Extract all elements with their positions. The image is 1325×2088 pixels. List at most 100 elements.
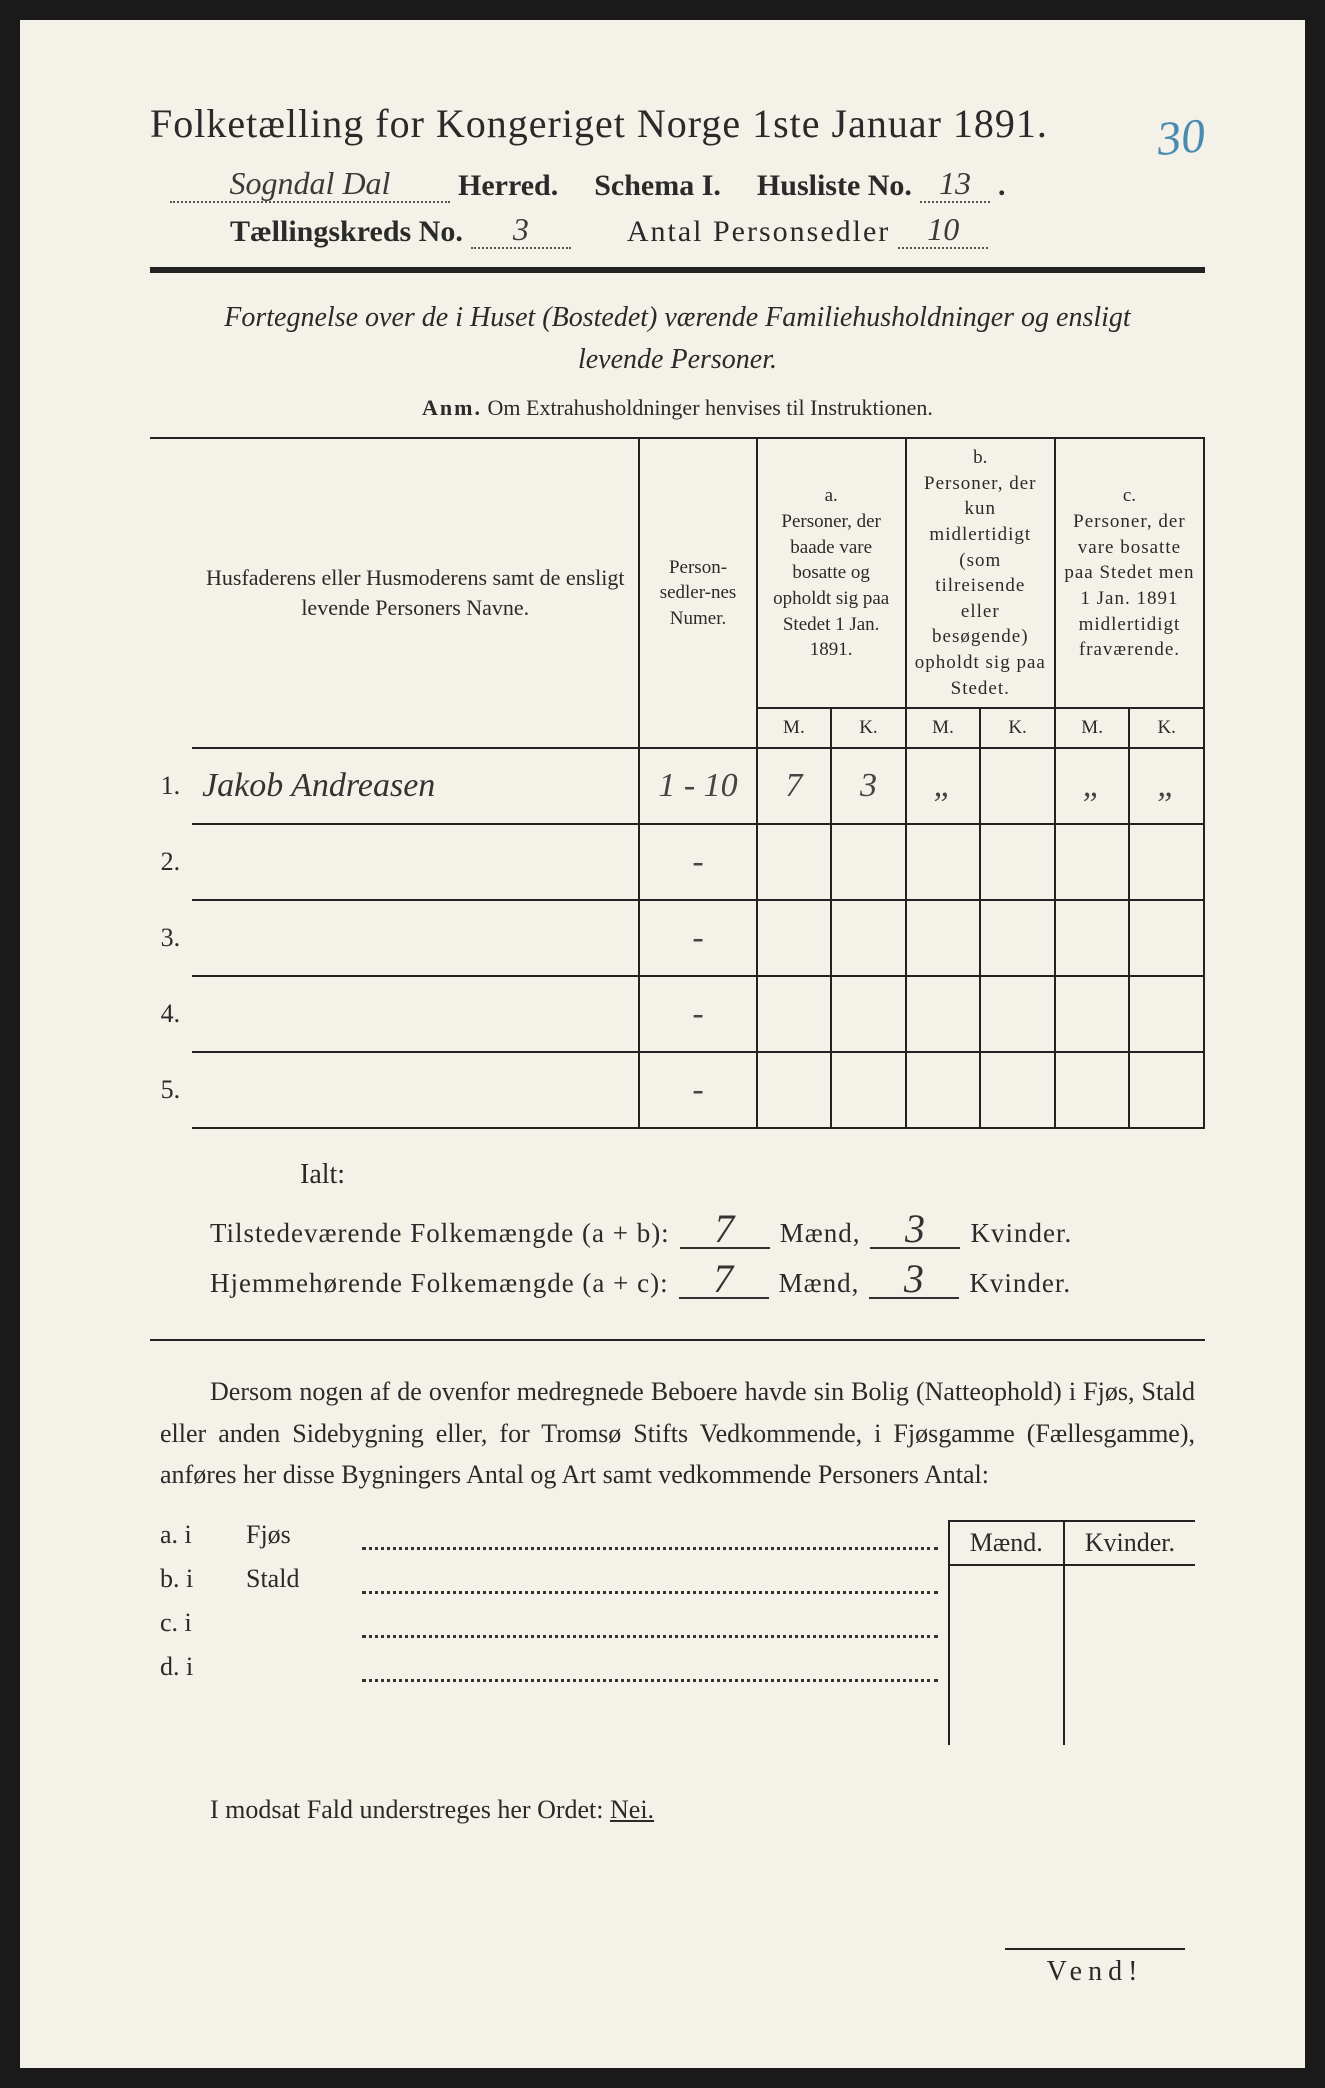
col-head-a: a. Personer, der baade vare bosatte og o… — [757, 438, 906, 708]
ialt-label: Ialt: — [300, 1159, 1205, 1191]
present-men: 7 — [680, 1211, 770, 1249]
present-label: Tilstedeværende Folkemængde (a + b): — [210, 1218, 670, 1249]
building-row: a. iFjøs — [160, 1520, 938, 1550]
building-list: a. iFjøs b. iStald c. i d. i — [160, 1520, 938, 1745]
cell-a-k — [831, 976, 906, 1052]
corner-page-number: 30 — [1155, 108, 1208, 167]
cell-c-k — [1129, 900, 1204, 976]
building-row-label: d. i — [160, 1652, 230, 1682]
person-name — [192, 900, 639, 976]
cell-c-m — [1055, 1052, 1130, 1128]
nei-word: Nei. — [610, 1795, 654, 1824]
cell-b-m: „ — [906, 748, 981, 824]
col-c-k: K. — [1129, 708, 1204, 748]
total-present: Tilstedeværende Folkemængde (a + b): 7 M… — [210, 1211, 1205, 1249]
row-number: 1. — [150, 748, 192, 824]
person-name — [192, 824, 639, 900]
cell-b-m — [906, 824, 981, 900]
antal-label: Antal Personsedler — [627, 215, 890, 249]
building-type: Stald — [246, 1564, 346, 1594]
building-row: c. i — [160, 1608, 938, 1638]
present-women: 3 — [870, 1211, 960, 1249]
divider-thick — [150, 267, 1205, 273]
cell-b-k — [980, 900, 1055, 976]
personsedler-num: - — [639, 824, 756, 900]
personsedler-num: - — [639, 900, 756, 976]
building-row: d. i — [160, 1652, 938, 1682]
cell-a-k: 3 — [831, 748, 906, 824]
cell-a-k — [831, 900, 906, 976]
building-women-cell — [1064, 1565, 1195, 1745]
col-c-m: M. — [1055, 708, 1130, 748]
resident-men: 7 — [679, 1261, 769, 1299]
household-table: Husfaderens eller Husmoderens samt de en… — [150, 437, 1205, 1129]
resident-label: Hjemmehørende Folkemængde (a + c): — [210, 1268, 669, 1299]
herred-label: Herred. — [458, 169, 558, 203]
cell-a-m — [757, 824, 832, 900]
kreds-value: 3 — [471, 213, 571, 249]
row-number: 4. — [150, 976, 192, 1052]
divider-thin — [150, 1339, 1205, 1341]
col-a-m: M. — [757, 708, 832, 748]
cell-b-m — [906, 976, 981, 1052]
cell-b-k — [980, 748, 1055, 824]
building-row-label: c. i — [160, 1608, 230, 1638]
table-row: 4. - — [150, 976, 1204, 1052]
cell-c-k — [1129, 824, 1204, 900]
building-men-cell — [949, 1565, 1064, 1745]
dotted-fill — [362, 1521, 938, 1550]
dotted-fill — [362, 1565, 938, 1594]
building-women-head: Kvinder. — [1064, 1521, 1195, 1565]
cell-b-k — [980, 824, 1055, 900]
dotted-fill — [362, 1653, 938, 1682]
col-head-names: Husfaderens eller Husmoderens samt de en… — [192, 438, 639, 748]
kreds-label: Tællingskreds No. — [230, 215, 463, 249]
building-count-table: Mænd. Kvinder. — [948, 1520, 1195, 1745]
cell-c-m — [1055, 824, 1130, 900]
building-row-label: a. i — [160, 1520, 230, 1550]
col-head-c: c. Personer, der vare bosatte paa Stedet… — [1055, 438, 1204, 708]
table-row: 5. - — [150, 1052, 1204, 1128]
cell-a-m — [757, 900, 832, 976]
personsedler-num: 1 - 10 — [639, 748, 756, 824]
cell-c-k: „ — [1129, 748, 1204, 824]
row-number: 5. — [150, 1052, 192, 1128]
table-row: 2.- — [150, 824, 1204, 900]
cell-c-m: „ — [1055, 748, 1130, 824]
cell-b-m — [906, 900, 981, 976]
person-name — [192, 1052, 639, 1128]
census-form-page: 30 Folketælling for Kongeriget Norge 1st… — [20, 20, 1305, 2068]
herred-value: Sogndal Dal — [170, 167, 450, 203]
form-title: Folketælling for Kongeriget Norge 1ste J… — [150, 100, 1205, 147]
anm-label: Anm. — [422, 395, 482, 420]
antal-value: 10 — [898, 213, 988, 249]
annotation-line: Anm. Om Extrahusholdninger henvises til … — [150, 395, 1205, 421]
husliste-value: 13 — [920, 167, 990, 203]
cell-a-m — [757, 976, 832, 1052]
col-head-b: b. Personer, der kun midlertidigt (som t… — [906, 438, 1055, 708]
schema-label: Schema I. — [594, 169, 721, 203]
turn-over-label: Vend! — [1005, 1948, 1185, 1988]
cell-c-m — [1055, 976, 1130, 1052]
col-a-k: K. — [831, 708, 906, 748]
personsedler-num: - — [639, 1052, 756, 1128]
cell-c-k — [1129, 976, 1204, 1052]
header-line-herred: Sogndal Dal Herred. Schema I. Husliste N… — [170, 167, 1205, 203]
cell-a-k — [831, 1052, 906, 1128]
resident-women: 3 — [869, 1261, 959, 1299]
row-number: 3. — [150, 900, 192, 976]
col-head-num: Person-sedler-nes Numer. — [639, 438, 756, 748]
personsedler-num: - — [639, 976, 756, 1052]
cell-b-k — [980, 976, 1055, 1052]
side-building-section: a. iFjøs b. iStald c. i d. i Mænd. Kvinder. — [160, 1520, 1195, 1745]
side-building-paragraph: Dersom nogen af de ovenfor medregnede Be… — [160, 1371, 1195, 1496]
building-row: b. iStald — [160, 1564, 938, 1594]
cell-c-m — [1055, 900, 1130, 976]
cell-a-m: 7 — [757, 748, 832, 824]
dotted-fill — [362, 1609, 938, 1638]
cell-b-m — [906, 1052, 981, 1128]
building-men-head: Mænd. — [949, 1521, 1064, 1565]
person-name: Jakob Andreasen — [192, 748, 639, 824]
total-resident: Hjemmehørende Folkemængde (a + c): 7 Mæn… — [210, 1261, 1205, 1299]
col-b-m: M. — [906, 708, 981, 748]
